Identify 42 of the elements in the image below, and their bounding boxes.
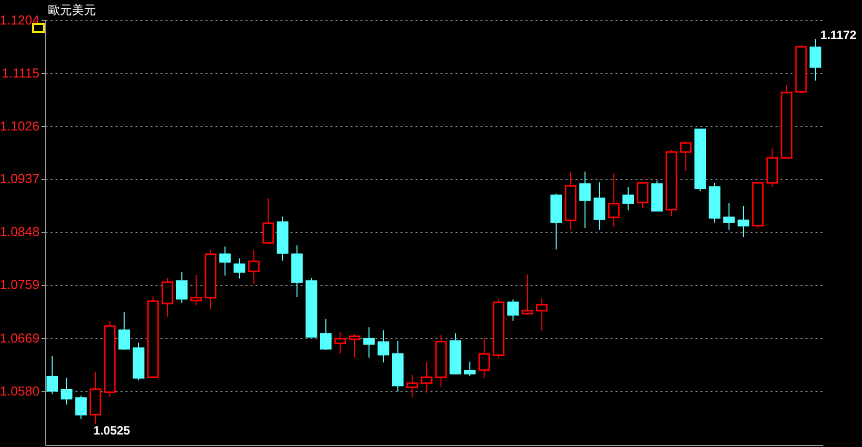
candlestick	[680, 140, 692, 172]
candlestick	[262, 198, 274, 244]
candlestick	[190, 274, 202, 306]
candlestick	[738, 206, 750, 238]
candlestick	[478, 338, 490, 378]
candlestick	[594, 182, 606, 230]
y-tick-label: 1.0669	[0, 330, 40, 346]
candlestick	[622, 186, 634, 211]
candlestick	[723, 202, 735, 230]
candlestick	[60, 377, 72, 406]
candlestick	[507, 298, 519, 322]
candlestick	[579, 171, 591, 229]
candlestick	[75, 395, 87, 420]
annotation: 1.0525	[93, 424, 130, 438]
candlestick	[363, 326, 375, 358]
y-tick-label: 1.0937	[0, 171, 40, 186]
candlestick	[522, 274, 534, 316]
candlestick	[320, 318, 332, 350]
candlestick	[420, 361, 432, 394]
candlestick	[334, 332, 346, 354]
candlestick	[608, 172, 620, 228]
candlestick	[348, 333, 360, 358]
candlestick	[536, 298, 548, 332]
y-tick-label: 1.1204	[0, 12, 40, 28]
candlestick	[234, 258, 246, 280]
candlestick	[248, 250, 260, 284]
candlestick	[162, 277, 174, 318]
y-tick-label: 1.0848	[0, 224, 40, 240]
annotation: 1.1172	[820, 28, 857, 42]
candlestick	[118, 311, 130, 350]
candlestick	[464, 361, 476, 377]
chart-title: 歐元美元	[48, 2, 96, 19]
y-tick-label: 1.1026	[0, 118, 40, 134]
candlestick	[176, 272, 188, 304]
candlestick	[219, 246, 231, 276]
y-tick-label: 1.1115	[2, 65, 40, 80]
candlestick	[378, 330, 390, 363]
candlestick	[810, 38, 822, 82]
y-tick-label: 1.0759	[0, 277, 40, 292]
candlestick	[406, 374, 418, 398]
y-tick-label: 1.0580	[0, 383, 40, 398]
candlestick	[636, 182, 648, 208]
